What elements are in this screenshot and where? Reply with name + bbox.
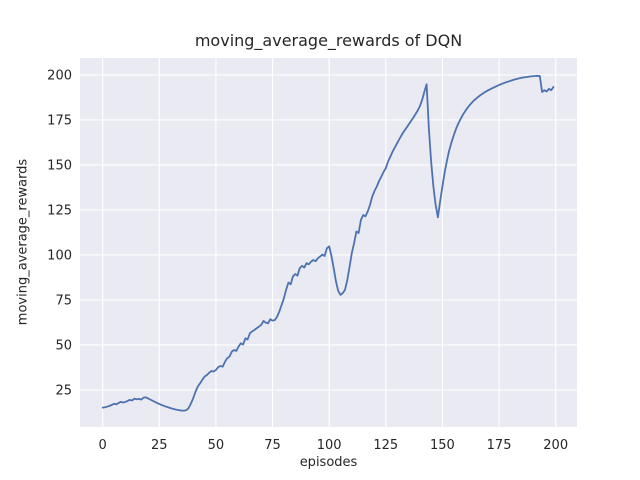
y-axis-label: moving_average_rewards [15,158,31,326]
chart-title: moving_average_rewards of DQN [194,31,463,50]
x-tick-label: 125 [373,438,398,453]
y-tick-label: 125 [47,203,72,218]
x-tick-label: 150 [430,438,455,453]
dqn-reward-line [101,74,555,412]
x-tick-label: 25 [151,438,168,453]
y-tick-label: 100 [47,248,72,263]
y-tick-label: 50 [55,338,72,353]
x-tick-label: 200 [543,438,568,453]
y-tick-label: 75 [55,293,72,308]
x-axis-label: episodes [299,455,358,470]
y-tick-label: 150 [47,158,72,173]
y-tick-label: 25 [55,383,72,398]
plot-area [80,58,577,427]
x-tick-label: 0 [99,438,107,453]
x-tick-label: 175 [487,438,512,453]
y-tick-label: 175 [47,113,72,128]
x-tick-label: 100 [317,438,342,453]
x-tick-label: 50 [208,438,225,453]
x-tick-label: 75 [264,438,281,453]
y-tick-label: 200 [47,68,72,83]
